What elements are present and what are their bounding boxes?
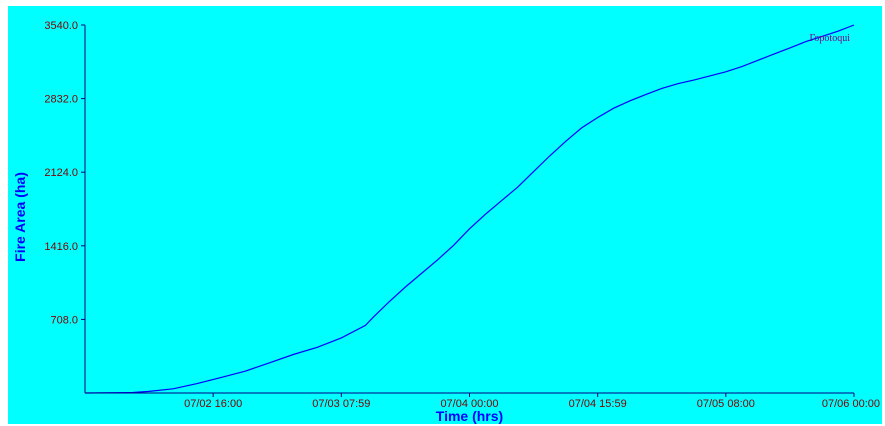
legend-entry: Гоpotoqui — [810, 33, 851, 44]
x-tick-label: 07/06 00:00 — [822, 398, 880, 410]
x-tick-label: 07/02 16:00 — [184, 398, 242, 410]
x-tick-label: 07/05 08:00 — [697, 398, 755, 410]
x-tick-label: 07/04 00:00 — [440, 398, 498, 410]
y-tick-label: 2124.0 — [44, 167, 78, 179]
y-tick-label: 708.0 — [50, 314, 78, 326]
y-tick-label: 2832.0 — [44, 94, 78, 106]
y-tick-label: 3540.0 — [44, 20, 78, 32]
y-tick-label: 1416.0 — [44, 241, 78, 253]
plot-background — [8, 6, 882, 424]
y-axis-ticks: 708.0 1416.0 2124.0 2832.0 3540.0 — [44, 20, 85, 326]
fire-area-series-line — [84, 24, 855, 394]
x-tick-label: 07/04 15:59 — [569, 398, 627, 410]
x-axis-ticks: 07/02 16:00 07/03 07:59 07/04 00:00 07/04 1… — [184, 393, 880, 410]
y-axis-title: Fire Area (ha) — [12, 172, 28, 262]
x-tick-label: 07/03 07:59 — [312, 398, 370, 410]
x-axis-title: Time (hrs) — [436, 408, 503, 424]
